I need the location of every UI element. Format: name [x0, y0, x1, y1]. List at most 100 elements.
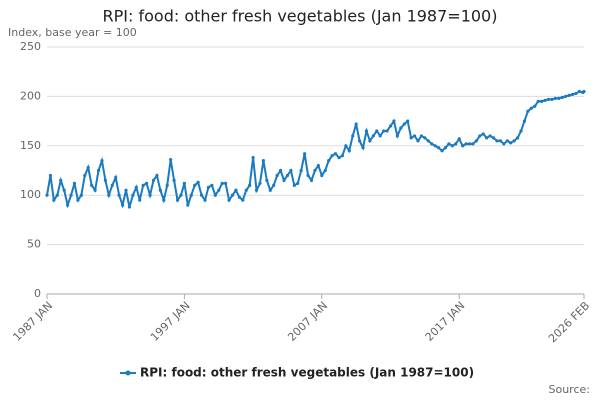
- point: [409, 136, 413, 140]
- point: [546, 97, 551, 101]
- point: [440, 149, 444, 153]
- point: [55, 193, 59, 197]
- point: [48, 173, 53, 178]
- point: [540, 99, 544, 103]
- point: [471, 142, 475, 146]
- point: [162, 198, 166, 202]
- point: [292, 183, 296, 187]
- point: [227, 198, 231, 202]
- point: [464, 142, 468, 146]
- point: [199, 193, 204, 197]
- point: [124, 188, 128, 192]
- point: [155, 173, 159, 178]
- point: [392, 119, 396, 123]
- point: [450, 144, 454, 148]
- subtitle: Index, base year = 100: [8, 26, 137, 39]
- point: [368, 139, 372, 143]
- y-tick-label: 250: [20, 40, 41, 53]
- point: [509, 141, 513, 145]
- x-tick-label: 2007 JAN: [285, 299, 330, 344]
- point: [388, 124, 393, 128]
- point: [206, 185, 211, 189]
- point: [127, 205, 132, 209]
- point: [419, 134, 424, 138]
- point: [210, 183, 214, 187]
- point: [138, 198, 142, 202]
- point: [45, 193, 49, 197]
- point: [354, 122, 358, 126]
- point: [299, 168, 303, 173]
- x-tick-label: 2026 FEB: [546, 299, 592, 345]
- point: [402, 122, 406, 126]
- point: [337, 156, 341, 160]
- point: [357, 139, 362, 143]
- point: [278, 168, 283, 173]
- point: [502, 142, 506, 146]
- point: [457, 137, 461, 141]
- point: [330, 154, 334, 158]
- point: [169, 158, 173, 162]
- point: [577, 89, 582, 94]
- legend-marker: [125, 370, 131, 376]
- point: [333, 152, 338, 156]
- point: [574, 91, 578, 96]
- point: [382, 129, 386, 133]
- point: [261, 159, 266, 163]
- point: [217, 188, 221, 192]
- point: [495, 139, 499, 143]
- point: [52, 198, 56, 202]
- point: [412, 134, 417, 138]
- point: [478, 134, 482, 138]
- point: [430, 142, 434, 146]
- y-tick-label: 100: [20, 188, 41, 201]
- point: [275, 173, 279, 178]
- point: [117, 193, 121, 197]
- point: [550, 97, 554, 101]
- point: [131, 193, 135, 197]
- point: [423, 136, 427, 140]
- point: [553, 96, 557, 100]
- point: [114, 175, 118, 180]
- point: [220, 181, 224, 185]
- point: [533, 104, 537, 108]
- point: [296, 181, 300, 185]
- point: [395, 134, 399, 138]
- point: [303, 152, 307, 156]
- point: [148, 193, 152, 197]
- point: [268, 188, 272, 192]
- y-tick-label: 200: [20, 89, 41, 102]
- point: [69, 193, 73, 197]
- point: [182, 181, 186, 185]
- x-tick-label: 1987 JAN: [10, 299, 55, 344]
- point: [309, 178, 314, 182]
- point: [237, 195, 241, 199]
- point: [375, 129, 379, 133]
- point: [491, 136, 496, 140]
- chart-title: RPI: food: other fresh vegetables (Jan 1…: [103, 7, 498, 26]
- point: [344, 144, 348, 148]
- point: [62, 188, 66, 192]
- point: [416, 139, 420, 143]
- point: [313, 168, 317, 173]
- point: [110, 183, 114, 187]
- point: [83, 173, 87, 178]
- point: [179, 193, 183, 197]
- point: [582, 89, 586, 94]
- point: [481, 132, 485, 136]
- point: [385, 129, 389, 133]
- point: [196, 180, 200, 184]
- point: [306, 173, 310, 178]
- point: [265, 178, 269, 182]
- point: [340, 154, 345, 158]
- point: [107, 193, 111, 197]
- point: [66, 203, 70, 207]
- point: [512, 139, 516, 143]
- point: [519, 129, 523, 133]
- point: [203, 198, 207, 202]
- point: [244, 188, 248, 192]
- point: [258, 181, 262, 185]
- point: [145, 181, 149, 185]
- point: [488, 134, 492, 138]
- point: [567, 93, 571, 98]
- point: [213, 193, 217, 197]
